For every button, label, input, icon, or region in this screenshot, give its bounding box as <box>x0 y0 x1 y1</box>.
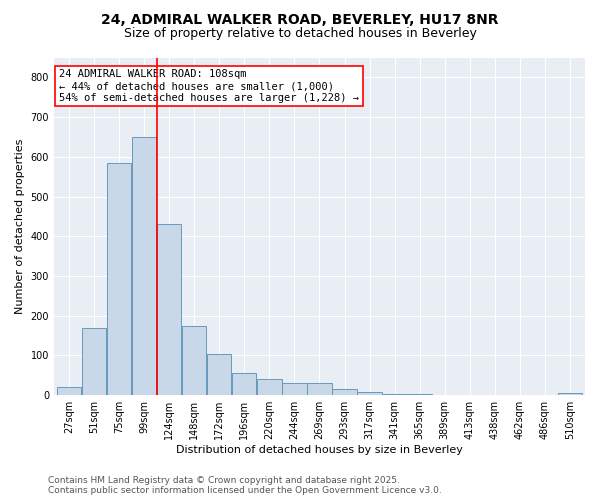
Bar <box>282 384 307 395</box>
Text: 24 ADMIRAL WALKER ROAD: 108sqm
← 44% of detached houses are smaller (1,000)
54% : 24 ADMIRAL WALKER ROAD: 108sqm ← 44% of … <box>59 70 359 102</box>
Bar <box>382 394 407 395</box>
Text: Contains HM Land Registry data © Crown copyright and database right 2025.
Contai: Contains HM Land Registry data © Crown c… <box>48 476 442 495</box>
Bar <box>132 137 156 395</box>
Y-axis label: Number of detached properties: Number of detached properties <box>15 138 25 314</box>
Bar <box>107 163 131 395</box>
Bar <box>157 224 181 395</box>
Bar <box>558 393 582 395</box>
Bar <box>82 328 106 395</box>
X-axis label: Distribution of detached houses by size in Beverley: Distribution of detached houses by size … <box>176 445 463 455</box>
Bar <box>257 380 281 395</box>
Bar <box>232 374 256 395</box>
Text: 24, ADMIRAL WALKER ROAD, BEVERLEY, HU17 8NR: 24, ADMIRAL WALKER ROAD, BEVERLEY, HU17 … <box>101 12 499 26</box>
Bar <box>182 326 206 395</box>
Bar <box>57 388 81 395</box>
Bar <box>407 394 432 395</box>
Bar <box>332 389 356 395</box>
Bar <box>307 384 332 395</box>
Text: Size of property relative to detached houses in Beverley: Size of property relative to detached ho… <box>124 28 476 40</box>
Bar <box>358 392 382 395</box>
Bar <box>207 354 232 395</box>
